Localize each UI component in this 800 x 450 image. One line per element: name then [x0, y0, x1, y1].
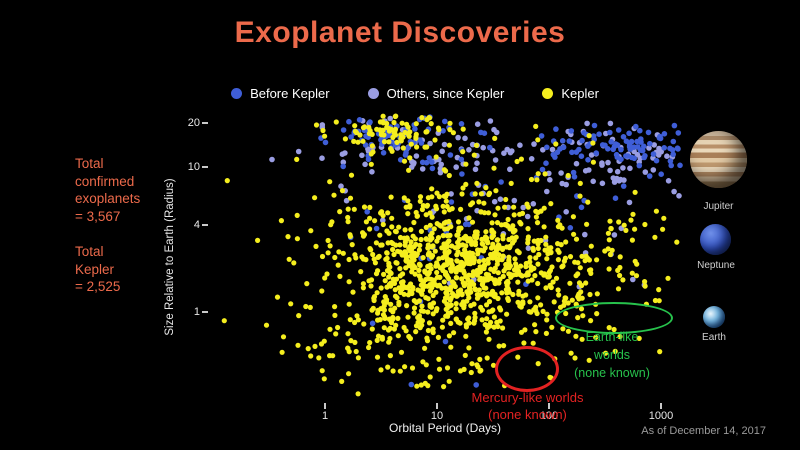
scatter-points — [221, 113, 683, 397]
legend: Before Kepler Others, since Kepler Keple… — [175, 86, 655, 101]
earth-label: Earth — [702, 332, 726, 343]
y-tick-mark — [202, 224, 208, 226]
jupiter-image — [690, 131, 747, 188]
y-tick-label: 10 — [187, 161, 200, 173]
legend-label: Kepler — [561, 86, 599, 101]
y-tick-label: 20 — [187, 117, 200, 129]
earth-like-annotation: Earth-like worlds (none known) — [574, 330, 650, 380]
y-tick-mark — [202, 122, 208, 124]
jupiter-label: Jupiter — [703, 201, 734, 212]
legend-dot-blue-icon — [231, 88, 243, 99]
x-tick-mark — [548, 403, 550, 409]
y-tick-mark — [202, 166, 208, 168]
legend-label: Before Kepler — [250, 86, 330, 101]
legend-dot-lavender-icon — [367, 88, 379, 99]
page-title: Exoplanet Discoveries — [234, 16, 566, 49]
neptune-label: Neptune — [697, 260, 735, 271]
y-tick-label: 1 — [193, 306, 200, 318]
x-axis-label: Orbital Period (Days) — [388, 421, 502, 435]
total-kepler-stat: Total Kepler = 2,525 — [75, 244, 121, 294]
x-tick-mark — [324, 403, 326, 409]
scatter-plot: 20 10 4 1 1 10 100 1000 — [188, 112, 686, 422]
mercury-like-ellipse-annotation — [495, 346, 559, 392]
as-of-date: As of December 14, 2017 — [641, 425, 766, 437]
legend-item-before-kepler: Before Kepler — [231, 86, 330, 101]
mercury-like-annotation: Mercury-like worlds (none known) — [471, 390, 584, 422]
x-tick-label: 1000 — [648, 410, 674, 422]
earth-like-ellipse-annotation — [555, 302, 673, 334]
y-tick-label: 4 — [193, 219, 200, 231]
x-tick-mark — [436, 403, 438, 409]
x-tick-label: 10 — [430, 410, 444, 422]
x-tick-label: 1 — [321, 410, 329, 422]
y-tick-mark — [202, 311, 208, 313]
legend-item-others-since-kepler: Others, since Kepler — [367, 86, 505, 101]
earth-image — [703, 306, 725, 328]
legend-item-kepler: Kepler — [542, 86, 599, 101]
legend-dot-yellow-icon — [542, 88, 554, 99]
x-tick-label: 100 — [539, 410, 559, 422]
legend-label: Others, since Kepler — [386, 86, 505, 101]
total-confirmed-stat: Total confirmed exoplanets = 3,567 — [75, 156, 141, 224]
x-tick-mark — [660, 403, 662, 409]
neptune-image — [700, 224, 731, 255]
